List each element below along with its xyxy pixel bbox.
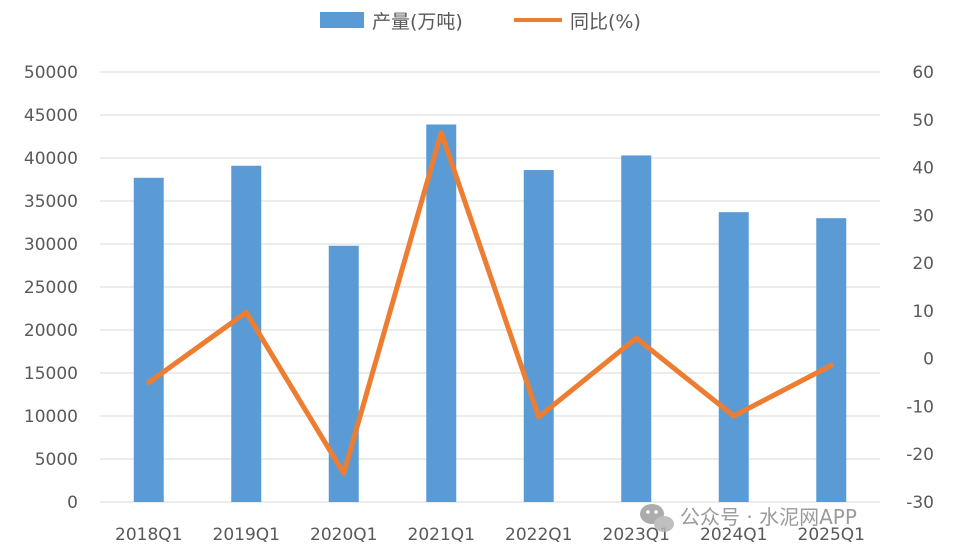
watermark: 公众号 · 水泥网APP <box>640 504 857 532</box>
right-tick-label: 0 <box>923 350 934 370</box>
right-tick-label: -10 <box>906 397 934 417</box>
legend-line-label: 同比(%) <box>570 11 641 33</box>
yoy-line <box>146 130 834 476</box>
left-tick-label: 30000 <box>24 235 78 255</box>
left-tick-label: 25000 <box>24 278 78 298</box>
legend-bar-swatch <box>320 12 364 28</box>
left-tick-label: 35000 <box>24 192 78 212</box>
bar-2024Q1 <box>718 212 749 502</box>
left-tick-label: 50000 <box>24 63 78 83</box>
left-tick-label: 5000 <box>35 450 78 470</box>
wechat-icon <box>640 504 674 532</box>
line-series <box>146 130 834 476</box>
bar-2020Q1 <box>328 245 359 502</box>
bar-2022Q1 <box>523 170 554 503</box>
x-tick-label: 2025Q1 <box>798 525 865 545</box>
bar-2019Q1 <box>231 165 262 503</box>
right-tick-label: 10 <box>912 302 934 322</box>
x-tick-label: 2020Q1 <box>310 525 377 545</box>
right-tick-label: -20 <box>906 445 934 465</box>
right-axis: -30 -20 -10 0 10 20 30 40 50 60 <box>906 63 934 513</box>
x-tick-label: 2023Q1 <box>603 525 670 545</box>
left-tick-label: 0 <box>67 493 78 513</box>
left-tick-label: 45000 <box>24 106 78 126</box>
gridlines <box>100 71 880 503</box>
x-tick-label: 2024Q1 <box>700 525 767 545</box>
right-tick-label: 60 <box>912 63 934 83</box>
watermark-text: 公众号 · 水泥网APP <box>680 505 857 529</box>
bar-2018Q1 <box>133 177 164 502</box>
x-tick-label: 2021Q1 <box>408 525 475 545</box>
left-axis: 0 5000 10000 15000 20000 25000 30000 35000 40000… <box>24 63 78 513</box>
legend-bar-label: 产量(万吨) <box>372 11 463 33</box>
x-tick-label: 2019Q1 <box>213 525 280 545</box>
x-axis: 2018Q1 2019Q1 2020Q1 2021Q1 2022Q1 2023Q1 2024… <box>115 525 865 545</box>
left-tick-label: 15000 <box>24 364 78 384</box>
right-tick-label: 20 <box>912 254 934 274</box>
left-tick-label: 40000 <box>24 149 78 169</box>
x-tick-label: 2022Q1 <box>505 525 572 545</box>
x-tick-label: 2018Q1 <box>115 525 182 545</box>
bar-2021Q1 <box>426 124 457 503</box>
right-tick-label: 30 <box>912 206 934 226</box>
bar-series <box>133 124 847 503</box>
right-tick-label: -30 <box>906 493 934 513</box>
right-tick-label: 50 <box>912 111 934 131</box>
legend: 产量(万吨) 同比(%) <box>320 11 641 33</box>
bar-2025Q1 <box>816 218 847 502</box>
right-tick-label: 40 <box>912 159 934 179</box>
bar-2023Q1 <box>621 155 652 503</box>
left-tick-label: 20000 <box>24 321 78 341</box>
left-tick-label: 10000 <box>24 407 78 427</box>
